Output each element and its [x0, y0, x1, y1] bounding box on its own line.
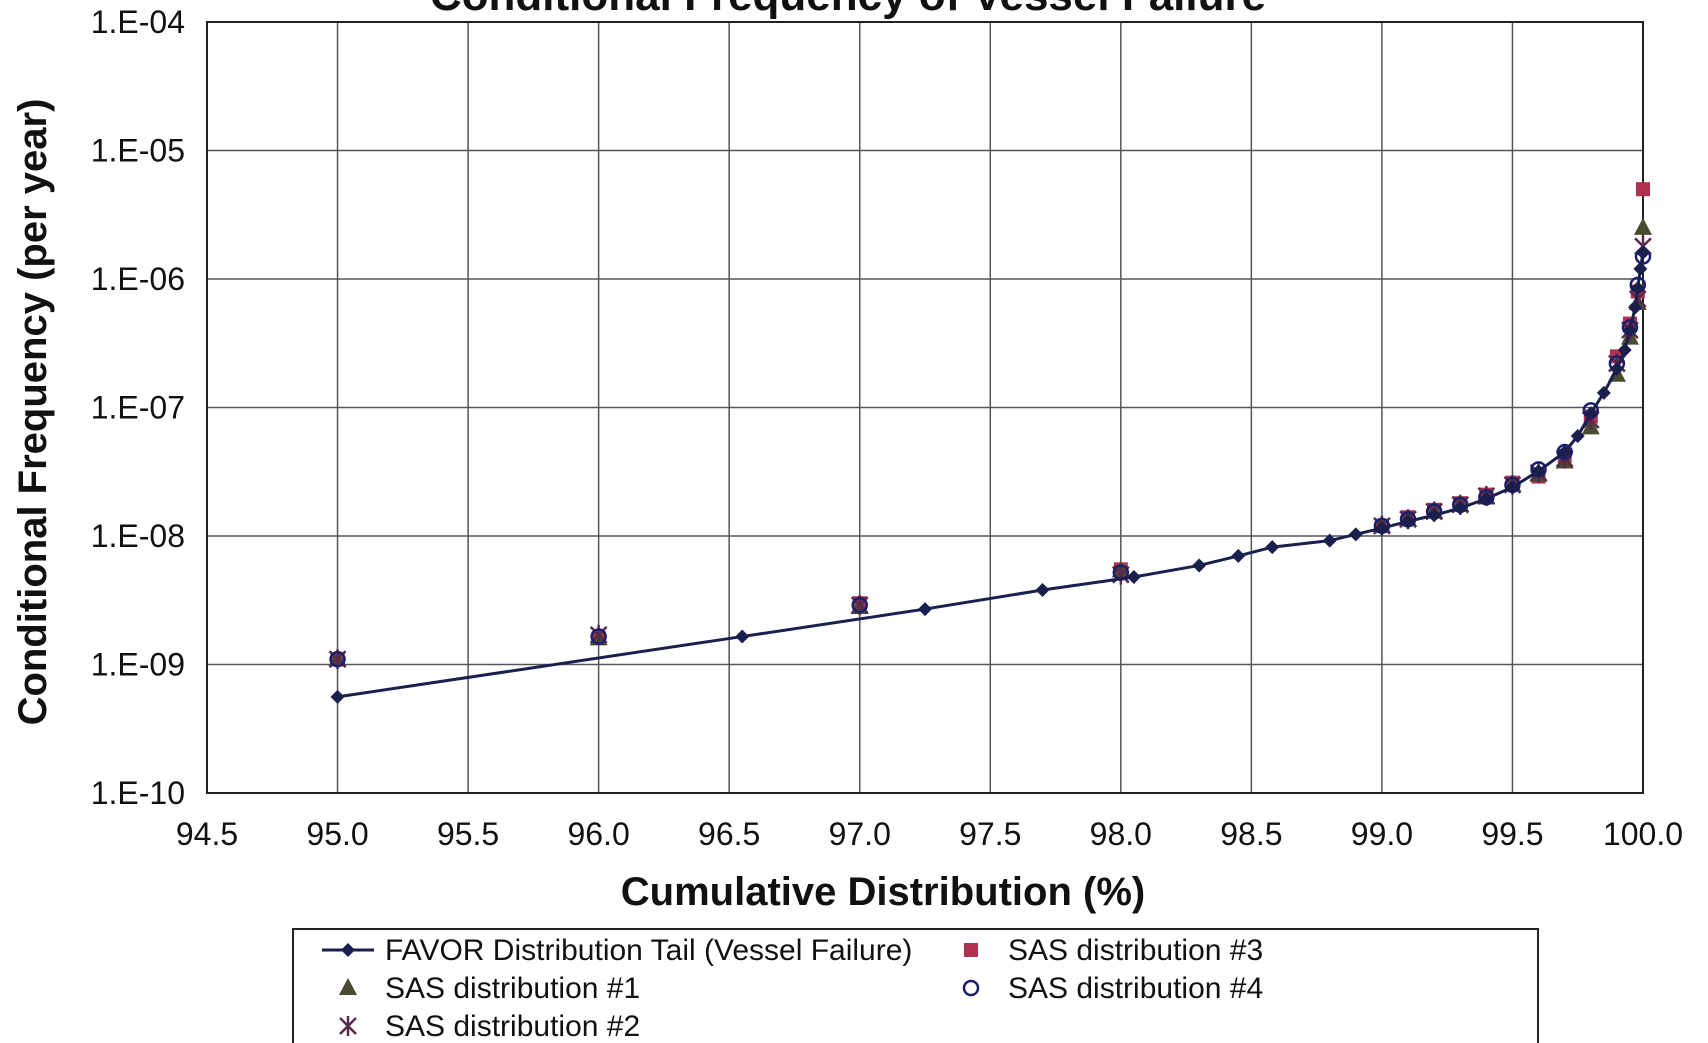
data-point: [1630, 281, 1645, 296]
data-point: [918, 602, 932, 617]
data-point: [1401, 514, 1416, 529]
data-point: [1479, 491, 1494, 506]
data-point: [1322, 533, 1337, 548]
data-point: [329, 650, 346, 668]
data-point: [1570, 429, 1585, 444]
x-tick-label: 96.5: [698, 816, 760, 852]
legend-item: SAS distribution #1: [339, 972, 640, 1005]
y-tick-label: 1.E-10: [91, 775, 185, 811]
y-tick-label: 1.E-04: [91, 4, 185, 40]
data-point: [1126, 569, 1141, 584]
y-tick-label: 1.E-08: [91, 518, 185, 554]
x-tick-label: 100.0: [1603, 816, 1683, 852]
data-point: [1192, 558, 1207, 573]
data-point: [1427, 508, 1442, 523]
x-axis-title: Cumulative Distribution (%): [621, 870, 1145, 914]
x-tick-label: 97.0: [829, 816, 891, 852]
data-point: [1583, 406, 1598, 421]
legend-marker: [964, 943, 978, 957]
data-point: [1557, 445, 1572, 460]
x-tick-label: 98.5: [1220, 816, 1282, 852]
x-tick-label: 98.0: [1090, 816, 1152, 852]
legend-item: SAS distribution #4: [962, 972, 1263, 1005]
x-tick-label: 94.5: [176, 816, 238, 852]
x-tick-label: 97.5: [959, 816, 1021, 852]
data-point: [1348, 527, 1363, 542]
data-point: [1374, 521, 1389, 536]
data-point: [1231, 548, 1246, 563]
legend-item: FAVOR Distribution Tail (Vessel Failure): [322, 934, 912, 967]
legend-marker: [341, 943, 355, 957]
x-tick-label: 95.5: [437, 816, 499, 852]
legend-label: FAVOR Distribution Tail (Vessel Failure): [385, 934, 912, 967]
legend-label: SAS distribution #3: [1008, 934, 1263, 967]
x-tick-label: 99.5: [1481, 816, 1543, 852]
x-tick-label: 95.0: [306, 816, 368, 852]
data-point: [1617, 343, 1632, 358]
legend-box: [292, 928, 1539, 1043]
plot-area: [206, 21, 1644, 794]
y-tick-label: 1.E-09: [91, 647, 185, 683]
legend: FAVOR Distribution Tail (Vessel Failure)…: [292, 928, 1539, 1043]
data-point: [851, 596, 868, 614]
data-point: [1633, 261, 1648, 276]
chart-grid: [206, 21, 1644, 794]
legend-marker: [339, 1016, 357, 1036]
legend-item: SAS distribution #2: [339, 1010, 640, 1043]
data-point: [1453, 501, 1468, 516]
series-1: [330, 245, 1650, 704]
data-point: [1636, 245, 1650, 260]
data-point: [735, 629, 750, 644]
y-axis-ticks: 1.E-10 1.E-09 1.E-08 1.E-07 1.E-06 1.E-05 1.E-…: [91, 4, 185, 811]
data-point: [330, 689, 345, 704]
series-layer: [328, 182, 1652, 704]
data-point: [1265, 540, 1280, 555]
y-tick-label: 1.E-06: [91, 261, 185, 297]
data-point: [590, 628, 607, 645]
series-line: [337, 252, 1645, 699]
x-tick-label: 99.0: [1351, 816, 1413, 852]
y-axis-title: Conditional Frequency (per year): [11, 99, 55, 726]
chart-title: Conditional Frequency of Vessel Failure: [430, 0, 1266, 20]
legend-marker: [962, 979, 980, 997]
data-point: [1628, 300, 1643, 315]
legend-item: SAS distribution #3: [964, 934, 1263, 967]
legend-label: SAS distribution #4: [1008, 972, 1263, 1005]
data-point: [1622, 323, 1637, 338]
legend-marker: [339, 978, 357, 995]
data-point: [1505, 480, 1520, 495]
x-axis-ticks: 94.5 95.0 95.5 96.0 96.5 97.0 97.5 98.0 98.5 99.0…: [176, 816, 1683, 852]
data-point: [1035, 582, 1050, 597]
y-tick-label: 1.E-05: [91, 133, 185, 169]
x-tick-label: 96.0: [567, 816, 629, 852]
data-point: [1531, 464, 1546, 479]
data-point: [1609, 361, 1624, 376]
legend-label: SAS distribution #2: [385, 1010, 640, 1043]
data-point: [1596, 385, 1611, 400]
data-point: [1636, 182, 1650, 197]
legend-label: SAS distribution #1: [385, 972, 640, 1005]
data-point: [1634, 217, 1652, 235]
y-tick-label: 1.E-07: [91, 390, 185, 426]
